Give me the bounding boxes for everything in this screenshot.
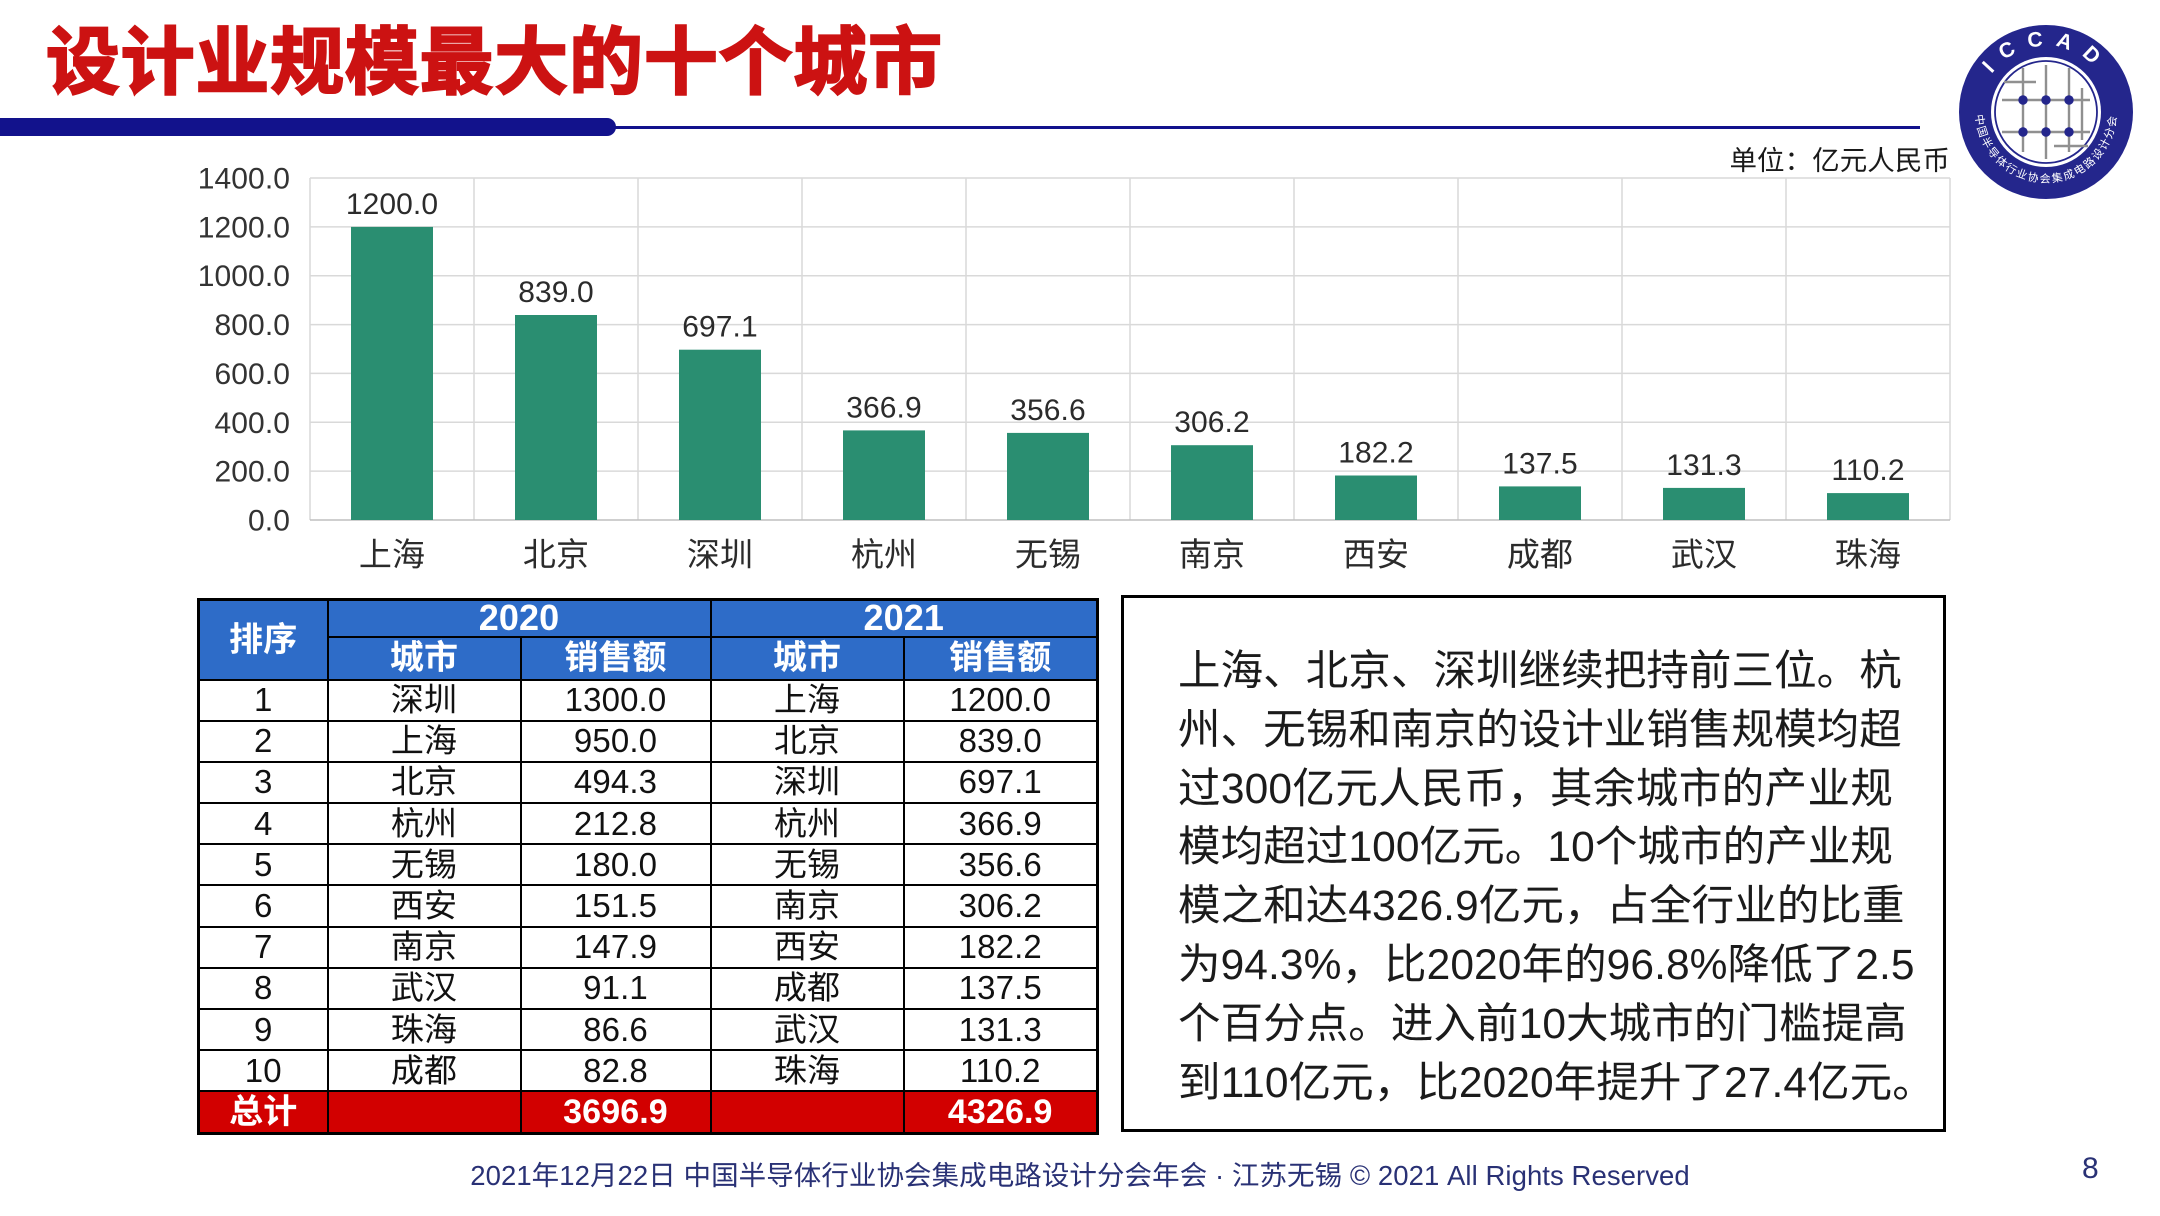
svg-text:无锡: 无锡 — [1015, 536, 1081, 573]
svg-text:366.9: 366.9 — [846, 391, 921, 424]
svg-text:西安: 西安 — [1343, 536, 1409, 573]
svg-text:800.0: 800.0 — [215, 309, 290, 342]
svg-text:1200.0: 1200.0 — [198, 211, 290, 244]
svg-text:1200.0: 1200.0 — [346, 188, 438, 221]
svg-text:杭州: 杭州 — [851, 536, 917, 573]
svg-text:137.5: 137.5 — [1502, 447, 1577, 480]
svg-text:北京: 北京 — [523, 536, 589, 573]
svg-text:110.2: 110.2 — [1831, 454, 1904, 487]
svg-text:839.0: 839.0 — [518, 276, 593, 309]
svg-text:600.0: 600.0 — [215, 358, 290, 391]
svg-text:深圳: 深圳 — [687, 536, 753, 573]
svg-text:131.3: 131.3 — [1666, 449, 1741, 482]
svg-text:356.6: 356.6 — [1010, 394, 1085, 427]
svg-text:1400.0: 1400.0 — [198, 163, 290, 196]
svg-text:1000.0: 1000.0 — [198, 260, 290, 293]
svg-text:南京: 南京 — [1179, 536, 1245, 573]
svg-text:400.0: 400.0 — [215, 407, 290, 440]
svg-text:0.0: 0.0 — [248, 505, 290, 538]
svg-text:182.2: 182.2 — [1338, 437, 1413, 470]
svg-text:200.0: 200.0 — [215, 456, 290, 489]
svg-text:上海: 上海 — [359, 536, 425, 573]
svg-text:306.2: 306.2 — [1174, 406, 1249, 439]
svg-text:697.1: 697.1 — [682, 311, 757, 344]
svg-text:珠海: 珠海 — [1835, 536, 1901, 573]
svg-text:武汉: 武汉 — [1671, 536, 1737, 573]
svg-text:成都: 成都 — [1507, 536, 1573, 573]
